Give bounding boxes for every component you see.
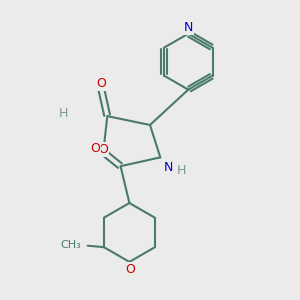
Text: N: N	[164, 161, 173, 174]
Text: N: N	[184, 21, 193, 34]
Text: O: O	[98, 142, 108, 156]
Text: H: H	[58, 107, 68, 120]
Text: O: O	[97, 77, 106, 90]
Text: O: O	[90, 142, 100, 155]
Text: H: H	[176, 164, 186, 177]
Text: O: O	[125, 263, 135, 276]
Text: CH₃: CH₃	[61, 239, 81, 250]
